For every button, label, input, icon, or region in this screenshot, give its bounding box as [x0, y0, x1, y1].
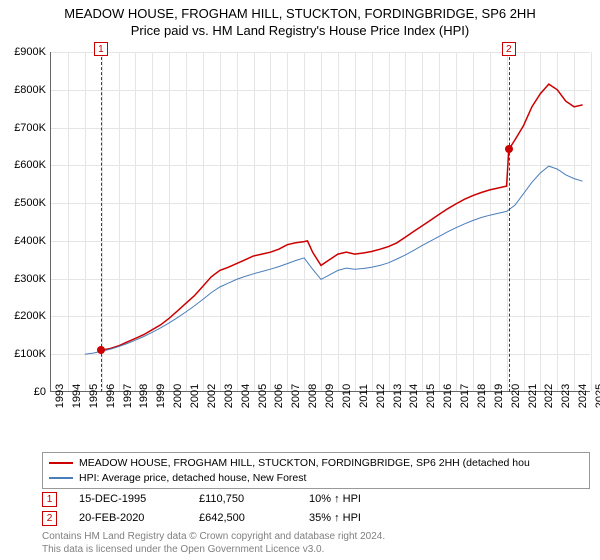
xtick-label: 2008	[307, 384, 319, 408]
sale-date: 15-DEC-1995	[79, 490, 199, 509]
xtick-label: 1998	[138, 384, 150, 408]
xtick-label: 2011	[358, 384, 370, 408]
ytick-label: £400K	[2, 235, 46, 247]
sale-delta: 10% ↑ HPI	[309, 490, 361, 509]
sale-numbox: 1	[42, 492, 57, 507]
xtick-label: 2006	[273, 384, 285, 408]
xtick-label: 2000	[172, 384, 184, 408]
sale-price: £642,500	[199, 509, 309, 528]
xtick-label: 2009	[324, 384, 336, 408]
xtick-label: 2023	[560, 384, 572, 408]
sale-rows: 1 15-DEC-1995£110,75010% ↑ HPI 2 20-FEB-202…	[42, 490, 590, 527]
xtick-label: 2025	[594, 384, 600, 408]
series-line	[101, 84, 583, 350]
xtick-label: 1993	[54, 384, 66, 408]
xtick-label: 2019	[493, 384, 505, 408]
chart-plot: 12	[50, 52, 590, 392]
ytick-label: £0	[2, 386, 46, 398]
xtick-label: 2004	[240, 384, 252, 408]
legend-label: HPI: Average price, detached house, New …	[79, 471, 306, 486]
marker-dot	[505, 145, 513, 153]
xtick-label: 2021	[527, 384, 539, 408]
footer-line2: This data is licensed under the Open Gov…	[42, 543, 385, 556]
xtick-label: 2020	[510, 384, 522, 408]
xtick-label: 2022	[543, 384, 555, 408]
ytick-label: £700K	[2, 122, 46, 134]
xtick-label: 1995	[88, 384, 100, 408]
sale-date: 20-FEB-2020	[79, 509, 199, 528]
marker-box: 2	[502, 42, 516, 56]
sale-numbox: 2	[42, 511, 57, 526]
xtick-label: 1994	[71, 384, 83, 408]
xtick-label: 2024	[577, 384, 589, 408]
legend-row: MEADOW HOUSE, FROGHAM HILL, STUCKTON, FO…	[49, 456, 583, 471]
footer-line1: Contains HM Land Registry data © Crown c…	[42, 530, 385, 543]
xtick-label: 1997	[122, 384, 134, 408]
xtick-label: 2017	[459, 384, 471, 408]
chart-title-line1: MEADOW HOUSE, FROGHAM HILL, STUCKTON, FO…	[0, 6, 600, 23]
sale-row: 2 20-FEB-2020£642,50035% ↑ HPI	[42, 509, 590, 528]
ytick-label: £800K	[2, 84, 46, 96]
marker-line	[509, 52, 510, 392]
xtick-label: 2002	[206, 384, 218, 408]
xtick-label: 2018	[476, 384, 488, 408]
xtick-label: 2015	[425, 384, 437, 408]
xtick-label: 1999	[155, 384, 167, 408]
ytick-label: £500K	[2, 197, 46, 209]
sale-row: 1 15-DEC-1995£110,75010% ↑ HPI	[42, 490, 590, 509]
xtick-label: 1996	[105, 384, 117, 408]
legend-swatch	[49, 477, 73, 479]
xtick-label: 2016	[442, 384, 454, 408]
legend-row: HPI: Average price, detached house, New …	[49, 471, 583, 486]
xtick-label: 2013	[392, 384, 404, 408]
sale-delta: 35% ↑ HPI	[309, 509, 361, 528]
chart-title-block: MEADOW HOUSE, FROGHAM HILL, STUCKTON, FO…	[0, 0, 600, 40]
xtick-label: 2005	[257, 384, 269, 408]
ytick-label: £200K	[2, 310, 46, 322]
legend-box: MEADOW HOUSE, FROGHAM HILL, STUCKTON, FO…	[42, 452, 590, 489]
xtick-label: 2007	[290, 384, 302, 408]
legend-label: MEADOW HOUSE, FROGHAM HILL, STUCKTON, FO…	[79, 456, 530, 471]
gridline-v	[591, 52, 592, 391]
xtick-label: 2010	[341, 384, 353, 408]
marker-dot	[97, 346, 105, 354]
chart-area: 12 £0£100K£200K£300K£400K£500K£600K£700K…	[50, 52, 590, 422]
marker-box: 1	[94, 42, 108, 56]
ytick-label: £600K	[2, 159, 46, 171]
xtick-label: 2001	[189, 384, 201, 408]
ytick-label: £300K	[2, 273, 46, 285]
chart-title-line2: Price paid vs. HM Land Registry's House …	[0, 23, 600, 40]
sale-price: £110,750	[199, 490, 309, 509]
xtick-label: 2014	[408, 384, 420, 408]
ytick-label: £900K	[2, 46, 46, 58]
xtick-label: 2003	[223, 384, 235, 408]
legend-swatch	[49, 462, 73, 464]
xtick-label: 2012	[375, 384, 387, 408]
marker-line	[101, 52, 102, 392]
ytick-label: £100K	[2, 348, 46, 360]
series-svg	[51, 52, 591, 392]
footer-text: Contains HM Land Registry data © Crown c…	[42, 530, 385, 556]
